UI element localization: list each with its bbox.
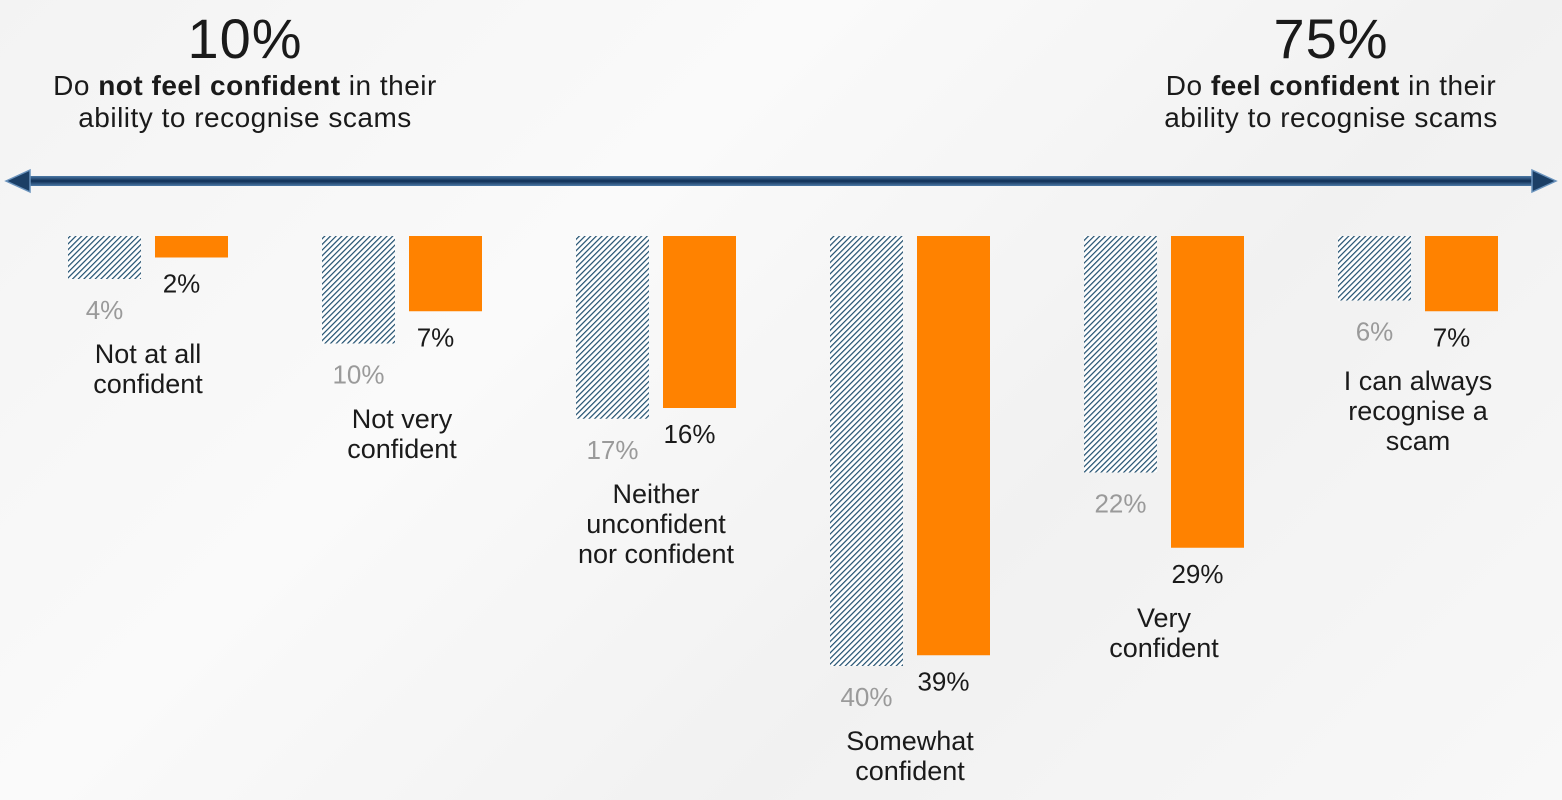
solid-value-label-3: 16% (663, 419, 715, 449)
headline-confident: 75% Do feel confident in their ability t… (1100, 0, 1562, 134)
hatched-bar-1 (68, 236, 141, 279)
hatched-bar-2 (322, 236, 395, 344)
caption-line2: ability to recognise scams (78, 101, 412, 133)
solid-bar-2 (409, 236, 482, 312)
category-label-2: Not very confident (282, 404, 522, 464)
not-confident-caption: Do not feel confident in their ability t… (0, 70, 490, 134)
category-label-3: Neither unconfident nor confident (536, 479, 776, 569)
solid-bar-4 (917, 236, 990, 656)
caption-line2: ability to recognise scams (1164, 101, 1498, 133)
not-confident-percent: 10% (187, 7, 303, 70)
category-label-line: Somewhat (846, 726, 974, 756)
category-label-line: scam (1385, 426, 1451, 457)
arrow-head-left (4, 168, 31, 194)
category-label-line: nor confident (577, 538, 735, 569)
hatched-value-label-6: 6% (1356, 317, 1394, 347)
confident-caption: Do feel confident in their ability to re… (1100, 70, 1562, 134)
solid-bar-6 (1425, 236, 1498, 312)
solid-bar-3 (663, 236, 736, 408)
category-label-6: I can always recognise a scam (1298, 366, 1538, 456)
category-label-line: Not very (351, 403, 453, 434)
caption-post: in their (340, 69, 437, 101)
arrow-shaft (26, 176, 1536, 186)
headline-not-confident: 10% Do not feel confident in their abili… (0, 0, 490, 134)
hatched-value-label-5: 22% (1094, 489, 1146, 519)
solid-bar-1 (155, 236, 228, 258)
scale-arrow (4, 168, 1558, 194)
hatched-value-label-1: 4% (86, 295, 124, 325)
solid-value-label-6: 7% (1433, 322, 1471, 352)
caption-bold: feel confident (1210, 69, 1400, 101)
caption-pre: Do (1165, 69, 1211, 101)
caption-bold: not feel confident (98, 69, 341, 101)
category-label-line: Neither (612, 478, 700, 509)
hatched-value-label-2: 10% (332, 360, 384, 390)
caption-post: in their (1399, 69, 1497, 101)
hatched-value-label-3: 17% (586, 435, 638, 465)
solid-value-label-4: 39% (917, 666, 969, 696)
category-label-1: Not at all confident (28, 339, 268, 399)
hatched-bar-4 (830, 236, 903, 666)
category-label-line: recognise a (1348, 396, 1488, 427)
hatched-bar-5 (1084, 236, 1157, 473)
category-label-line: Very (1136, 602, 1192, 633)
category-label-line: confident (347, 433, 457, 464)
category-label-line: confident (855, 756, 965, 786)
confident-percent: 75% (1273, 7, 1389, 70)
caption-pre: Do (53, 69, 99, 101)
category-label-4: Somewhat confident (790, 726, 1030, 786)
solid-bar-5 (1171, 236, 1244, 548)
category-label-line: unconfident (586, 508, 726, 539)
category-label-line: confident (1109, 632, 1219, 663)
hatched-bar-6 (1338, 236, 1411, 301)
category-label-line: confident (93, 369, 203, 399)
category-label-5: Very confident (1044, 603, 1284, 663)
solid-value-label-5: 29% (1171, 559, 1223, 589)
hatched-value-label-4: 40% (840, 682, 892, 712)
category-label-line: Not at all (94, 339, 202, 369)
category-label-line: I can always (1343, 366, 1493, 397)
solid-value-label-1: 2% (163, 269, 201, 299)
arrow-head-right (1531, 168, 1558, 194)
hatched-bar-3 (576, 236, 649, 419)
solid-value-label-2: 7% (417, 322, 455, 352)
